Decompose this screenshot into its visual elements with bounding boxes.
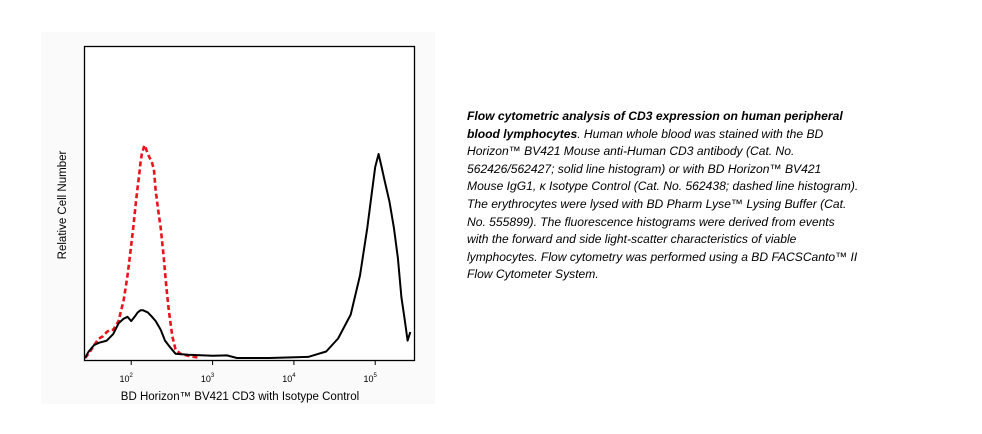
figure-caption: Flow cytometric analysis of CD3 expressi… [467, 108, 859, 284]
x-tick-label: 103 [201, 373, 215, 384]
cd3-histogram-solid [84, 153, 412, 359]
isotype-control-histogram-dashed [84, 144, 201, 360]
x-tick-label: 105 [364, 373, 378, 384]
x-tick-label: 104 [282, 373, 296, 384]
x-tick-label: 102 [120, 373, 134, 384]
plot-frame [83, 45, 416, 362]
caption-body: . Human whole blood was stained with the… [467, 126, 859, 282]
x-axis-ticks: 102 103 104 105 [120, 360, 378, 384]
x-axis-label: BD Horizon™ BV421 CD3 with Isotype Contr… [121, 391, 359, 403]
caption-title: Flow cytometric analysis of CD3 expressi… [467, 109, 843, 141]
series-layer [84, 144, 412, 360]
y-axis-label: Relative Cell Number [57, 151, 69, 260]
